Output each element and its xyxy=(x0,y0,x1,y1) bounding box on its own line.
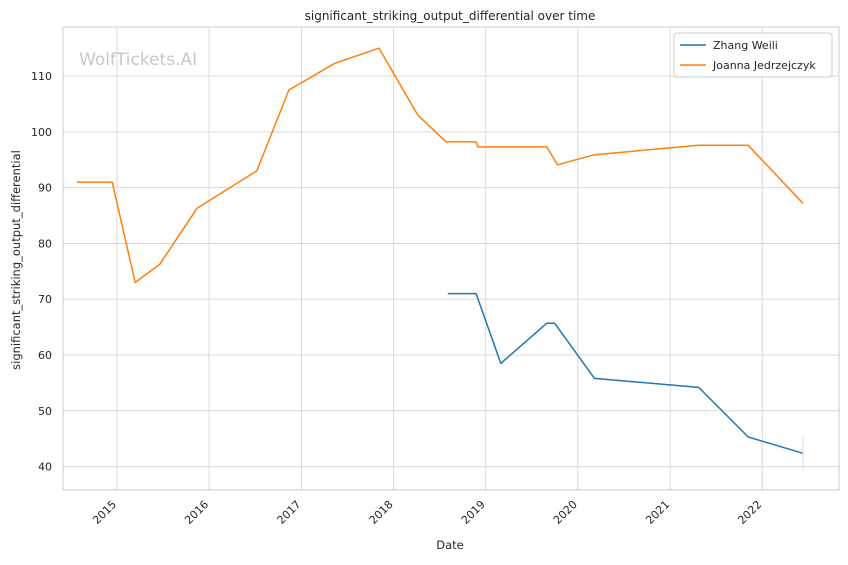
x-tick-label: 2022 xyxy=(735,498,764,527)
y-axis-label: significant_striking_output_differential xyxy=(9,150,23,370)
plot-frame xyxy=(62,26,840,491)
x-tick-label: 2015 xyxy=(90,498,119,527)
legend-label-zhang-weili: Zhang Weili xyxy=(713,39,778,52)
legend-box xyxy=(673,32,833,78)
y-tick-label: 60 xyxy=(38,349,52,362)
y-tick-label: 110 xyxy=(31,70,52,83)
watermark: WolfTickets.AI xyxy=(79,50,197,70)
x-tick-label: 2017 xyxy=(275,498,304,527)
x-tick-label: 2020 xyxy=(551,498,580,527)
y-tick-label: 40 xyxy=(38,461,52,474)
legend: Zhang Weili Joanna Jedrzejczyk xyxy=(673,32,833,78)
x-tick-label: 2021 xyxy=(643,498,672,527)
y-tick-label: 90 xyxy=(38,182,52,195)
x-axis-label: Date xyxy=(436,538,464,552)
y-tick-label: 70 xyxy=(38,293,52,306)
y-tick-label: 100 xyxy=(31,126,52,139)
x-tick-label: 2018 xyxy=(367,498,396,527)
x-tick-label: 2016 xyxy=(182,498,211,527)
series-line-zhang-weili xyxy=(447,292,803,454)
y-tick-label: 50 xyxy=(38,405,52,418)
chart-title: significant_striking_output_differential… xyxy=(305,9,596,23)
x-tick-label: 2019 xyxy=(459,498,488,527)
series-line-joanna-jedrzejczyk xyxy=(76,47,804,284)
y-tick-label: 80 xyxy=(38,237,52,250)
legend-label-joanna-jedrzejczyk: Joanna Jedrzejczyk xyxy=(712,59,816,72)
